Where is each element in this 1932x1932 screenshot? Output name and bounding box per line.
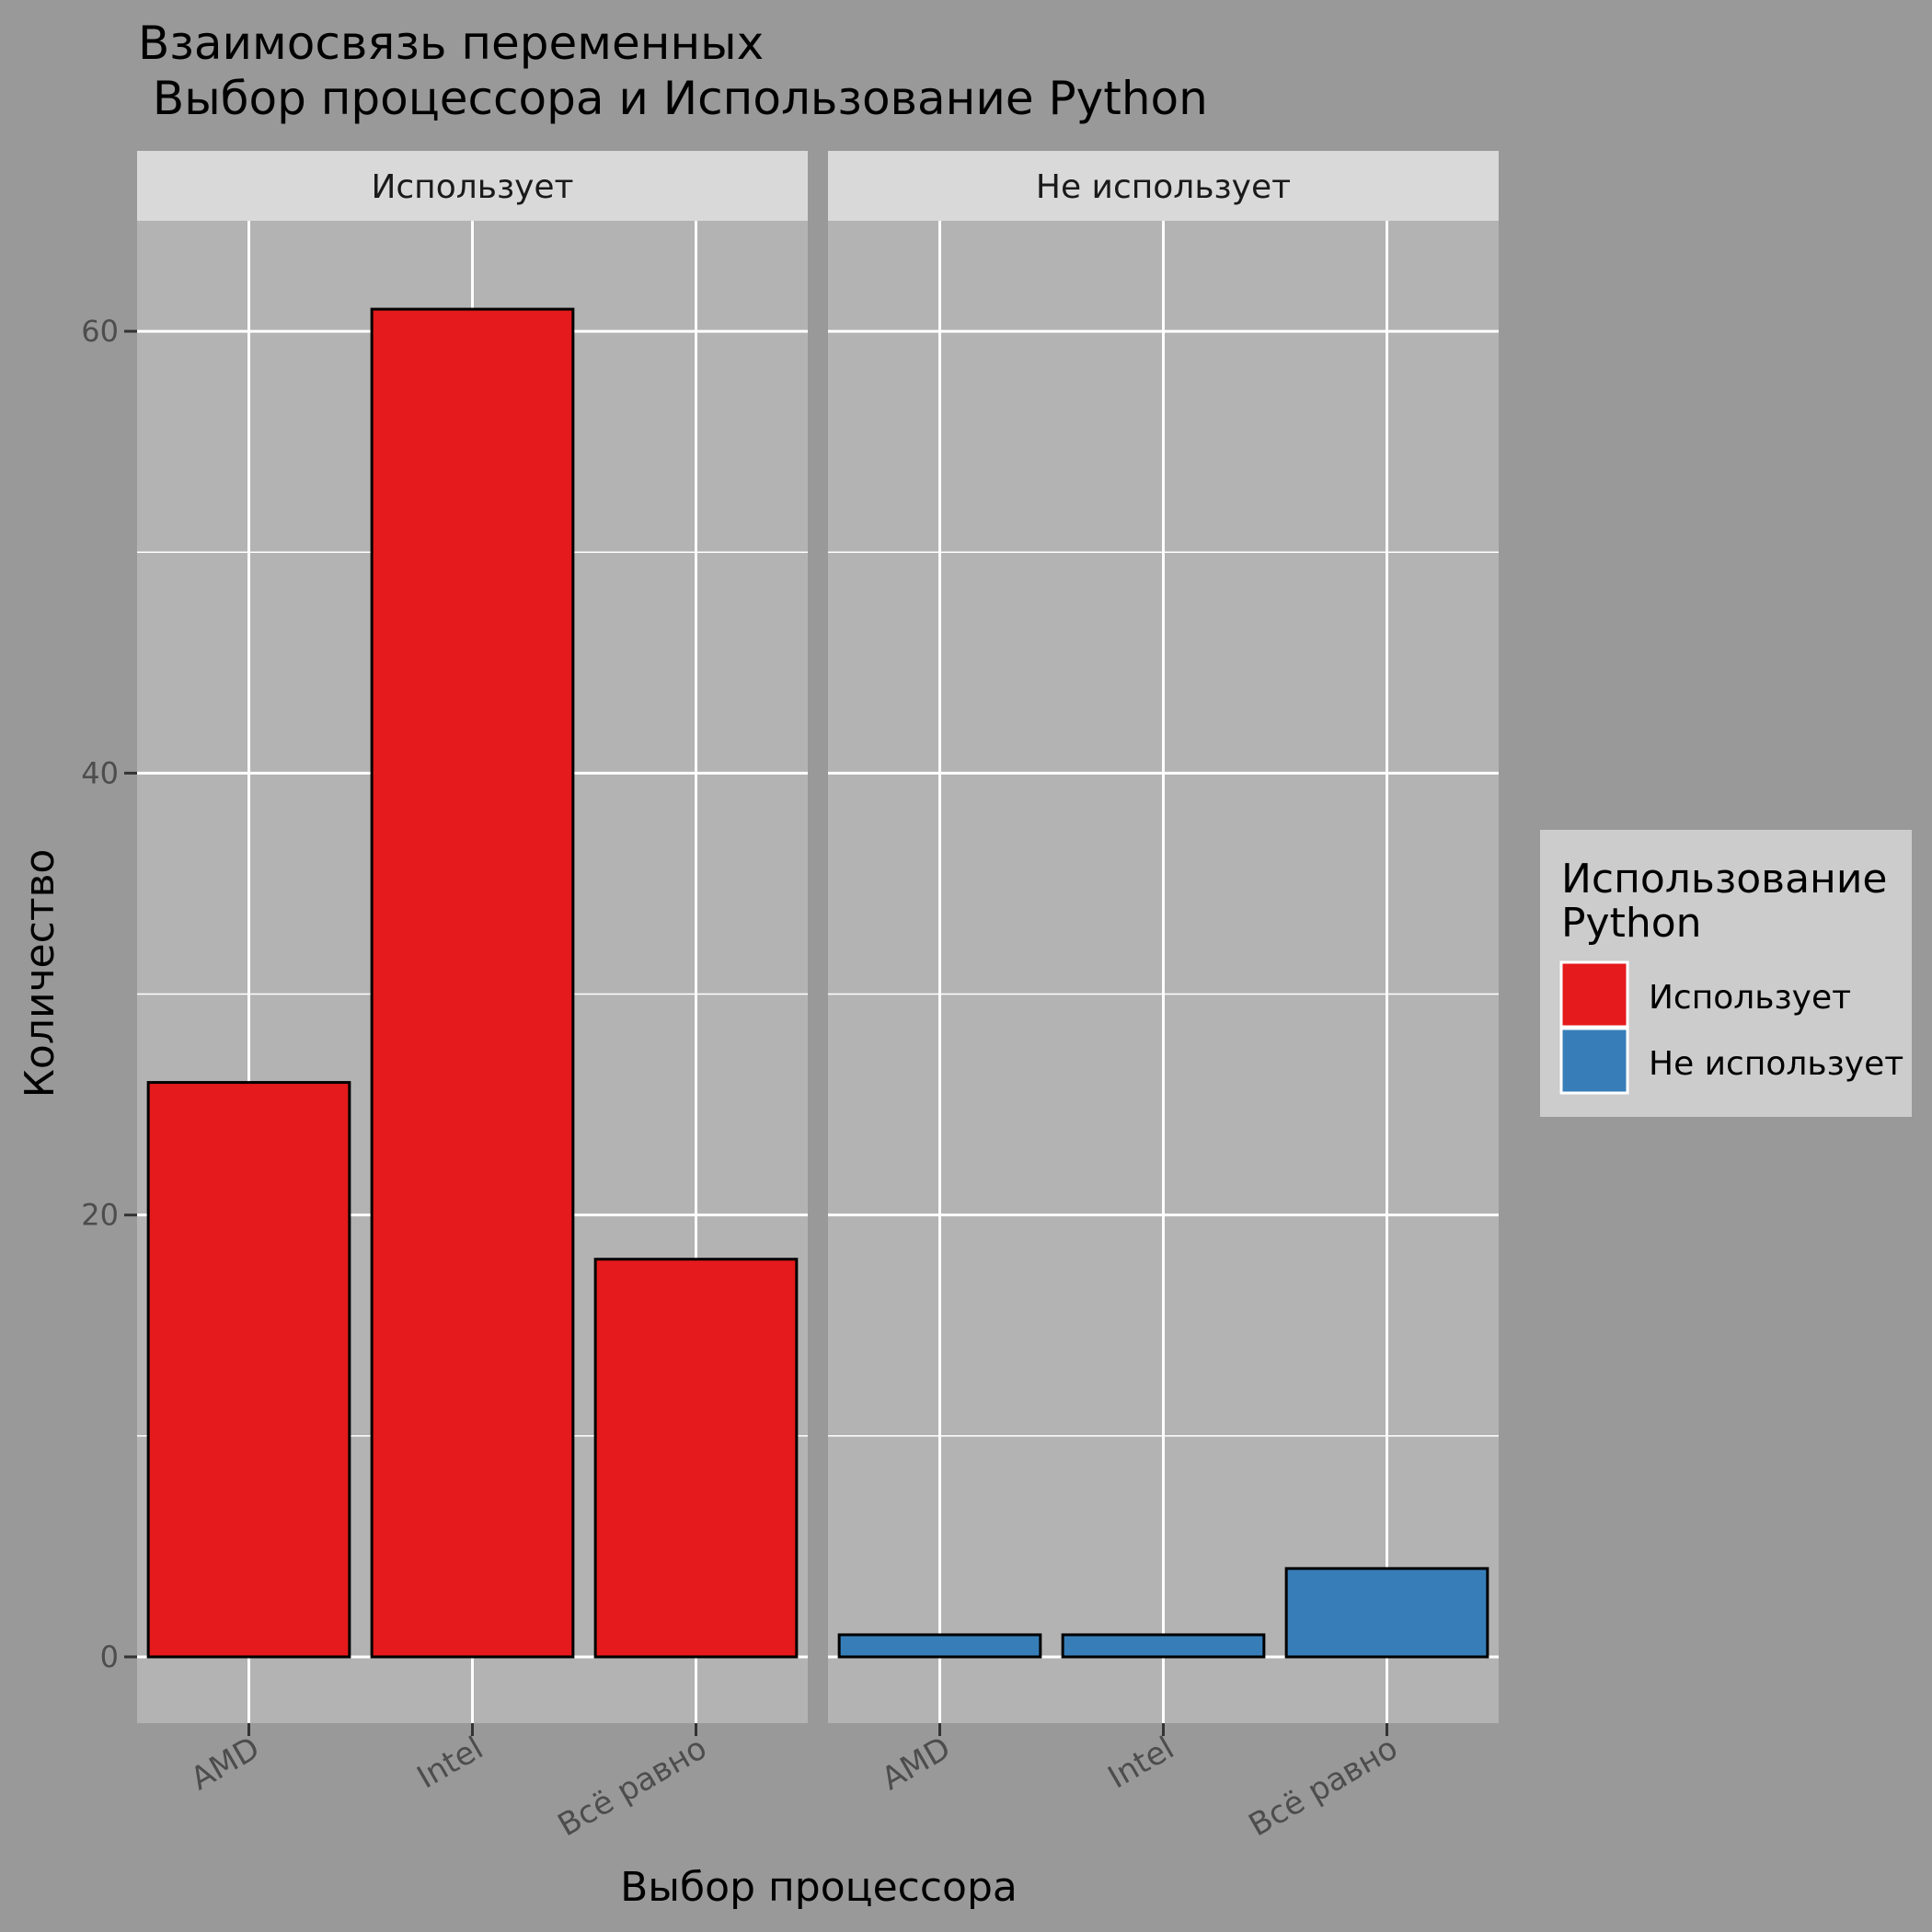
chart-title-line-1: Взаимосвязь переменных bbox=[138, 17, 764, 70]
y-tick-label: 20 bbox=[81, 1198, 119, 1233]
bar-1-3 bbox=[593, 1258, 799, 1659]
legend-label-uses: Использует bbox=[1649, 979, 1851, 1017]
facet-strip bbox=[828, 151, 1499, 221]
legend-title-line-2: Python bbox=[1561, 900, 1702, 947]
bar-2-2 bbox=[1061, 1633, 1266, 1659]
bar-1-1 bbox=[146, 1081, 351, 1659]
legend: Использование Python Использует Не испол… bbox=[1540, 830, 1912, 1117]
legend-key-uses bbox=[1559, 960, 1629, 1029]
bar-2-3 bbox=[1284, 1567, 1489, 1659]
legend-label-not-uses: Не использует bbox=[1649, 1045, 1903, 1083]
x-axis-title: Выбор процессора bbox=[620, 1864, 1018, 1911]
y-tick-label: 0 bbox=[100, 1639, 119, 1674]
facet-strip-label: Не использует bbox=[1036, 168, 1291, 206]
y-tick-label: 60 bbox=[81, 314, 119, 349]
facet-strip-label: Использует bbox=[371, 168, 573, 206]
chart-title-line-2: Выбор процессора и Использование Python bbox=[138, 72, 1208, 125]
bar-2-1 bbox=[837, 1633, 1042, 1659]
y-tick-label: 40 bbox=[81, 755, 119, 790]
legend-title-line-1: Использование bbox=[1561, 856, 1888, 903]
y-axis-title: Количество bbox=[17, 849, 63, 1098]
legend-key-not-uses bbox=[1559, 1027, 1629, 1095]
bar-1-2 bbox=[370, 307, 575, 1659]
facet-strip bbox=[137, 151, 808, 221]
